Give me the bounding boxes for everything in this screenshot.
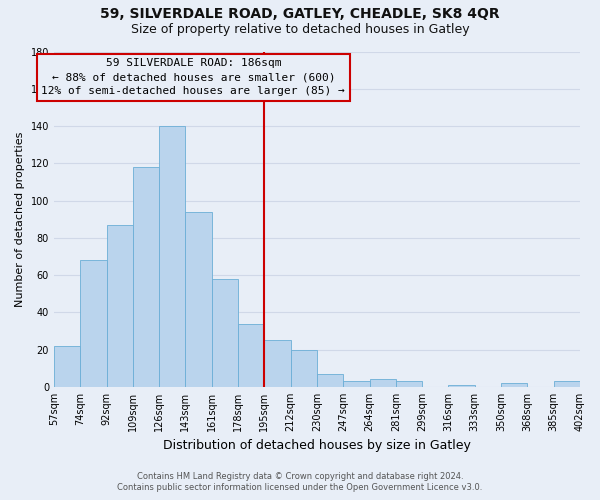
Text: Size of property relative to detached houses in Gatley: Size of property relative to detached ho… — [131, 22, 469, 36]
Bar — [343, 382, 370, 387]
Bar — [133, 167, 159, 387]
Bar — [80, 260, 107, 387]
Bar — [370, 380, 396, 387]
Text: Contains HM Land Registry data © Crown copyright and database right 2024.
Contai: Contains HM Land Registry data © Crown c… — [118, 472, 482, 492]
Bar — [185, 212, 212, 387]
Bar — [107, 225, 133, 387]
Bar — [501, 383, 527, 387]
X-axis label: Distribution of detached houses by size in Gatley: Distribution of detached houses by size … — [163, 440, 471, 452]
Bar — [554, 382, 580, 387]
Bar — [159, 126, 185, 387]
Bar — [212, 279, 238, 387]
Text: 59, SILVERDALE ROAD, GATLEY, CHEADLE, SK8 4QR: 59, SILVERDALE ROAD, GATLEY, CHEADLE, SK… — [100, 8, 500, 22]
Bar — [290, 350, 317, 387]
Bar — [54, 346, 80, 387]
Bar — [396, 382, 422, 387]
Bar — [317, 374, 343, 387]
Bar — [238, 324, 265, 387]
Bar — [265, 340, 290, 387]
Y-axis label: Number of detached properties: Number of detached properties — [15, 132, 25, 307]
Text: 59 SILVERDALE ROAD: 186sqm
← 88% of detached houses are smaller (600)
12% of sem: 59 SILVERDALE ROAD: 186sqm ← 88% of deta… — [41, 58, 345, 96]
Bar — [448, 385, 475, 387]
